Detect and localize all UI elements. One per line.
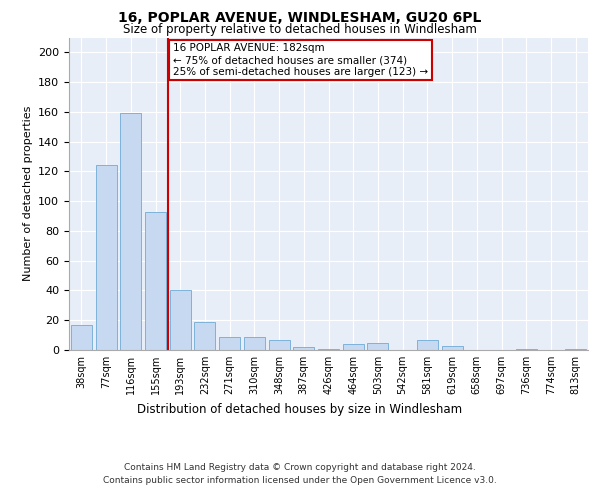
Bar [565,348,586,350]
Bar [516,348,537,350]
Bar [367,342,388,350]
Bar [71,324,92,350]
Y-axis label: Number of detached properties: Number of detached properties [23,106,32,282]
Bar [293,347,314,350]
Bar [417,340,438,350]
Text: Contains public sector information licensed under the Open Government Licence v3: Contains public sector information licen… [103,476,497,485]
Bar [170,290,191,350]
Bar [343,344,364,350]
Text: Contains HM Land Registry data © Crown copyright and database right 2024.: Contains HM Land Registry data © Crown c… [124,462,476,471]
Bar [95,166,116,350]
Text: Size of property relative to detached houses in Windlesham: Size of property relative to detached ho… [123,22,477,36]
Bar [145,212,166,350]
Bar [244,336,265,350]
Text: Distribution of detached houses by size in Windlesham: Distribution of detached houses by size … [137,402,463,415]
Text: 16 POPLAR AVENUE: 182sqm
← 75% of detached houses are smaller (374)
25% of semi-: 16 POPLAR AVENUE: 182sqm ← 75% of detach… [173,44,428,76]
Text: 16, POPLAR AVENUE, WINDLESHAM, GU20 6PL: 16, POPLAR AVENUE, WINDLESHAM, GU20 6PL [118,11,482,25]
Bar [269,340,290,350]
Bar [120,114,141,350]
Bar [318,348,339,350]
Bar [194,322,215,350]
Bar [219,336,240,350]
Bar [442,346,463,350]
